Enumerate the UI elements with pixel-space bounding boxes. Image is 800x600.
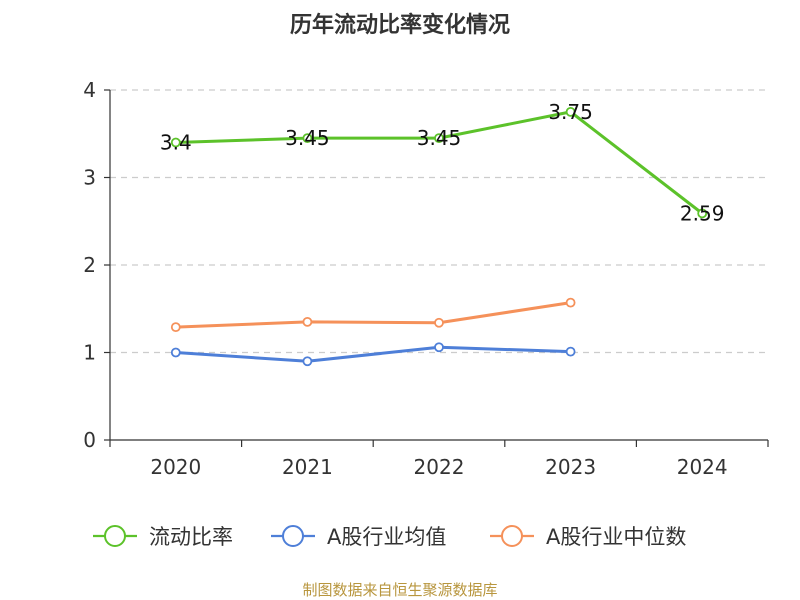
series-lines — [170, 106, 708, 367]
data-label: 3.45 — [417, 126, 462, 150]
legend-label: 流动比率 — [149, 525, 233, 549]
data-point[interactable] — [697, 208, 708, 219]
y-tick-label: 2 — [83, 253, 96, 277]
axes: 0 1 2 3 4 2020 2021 2022 2023 2024 — [83, 78, 769, 479]
y-tick-label: 3 — [83, 166, 96, 190]
legend-item[interactable]: 流动比率 — [93, 525, 233, 549]
data-point[interactable] — [434, 317, 444, 328]
data-point[interactable] — [170, 347, 181, 358]
legend-marker — [501, 525, 523, 547]
data-point[interactable] — [302, 356, 313, 367]
series-line-2 — [175, 301, 571, 329]
y-tick-label: 0 — [83, 428, 96, 452]
x-tick-label: 2021 — [282, 455, 333, 479]
data-point[interactable] — [170, 137, 181, 148]
legend-marker — [104, 525, 126, 547]
data-point[interactable] — [565, 346, 576, 357]
data-point[interactable] — [434, 342, 444, 353]
source-note: 制图数据来自恒生聚源数据库 — [302, 581, 497, 599]
legend[interactable]: 流动比率 A股行业均值 A股行业中位数 — [93, 525, 686, 549]
y-tick-label: 4 — [83, 78, 96, 102]
data-label: 2.59 — [680, 201, 725, 225]
data-point[interactable] — [434, 133, 444, 144]
data-point[interactable] — [170, 322, 181, 333]
data-label: 3.75 — [548, 100, 593, 124]
x-tick-label: 2023 — [545, 455, 596, 479]
chart-title: 历年流动比率变化情况 — [290, 12, 510, 38]
legend-label: A股行业中位数 — [546, 525, 686, 549]
data-point[interactable] — [302, 316, 313, 327]
legend-item[interactable]: A股行业中位数 — [490, 525, 686, 549]
data-label: 3.45 — [285, 126, 330, 150]
data-point[interactable] — [565, 106, 576, 117]
legend-label: A股行业均值 — [327, 525, 446, 549]
data-point[interactable] — [302, 133, 313, 144]
y-tick-label: 1 — [83, 341, 96, 365]
data-label: 3.4 — [160, 131, 192, 155]
x-tick-label: 2020 — [150, 455, 201, 479]
data-labels: 3.4 3.45 3.45 3.75 2.59 — [160, 100, 725, 226]
data-point[interactable] — [565, 297, 576, 308]
legend-marker — [282, 525, 304, 547]
x-tick-label: 2024 — [677, 455, 728, 479]
legend-item[interactable]: A股行业均值 — [271, 525, 446, 549]
x-tick-label: 2022 — [414, 455, 465, 479]
series-line-1 — [175, 345, 571, 363]
